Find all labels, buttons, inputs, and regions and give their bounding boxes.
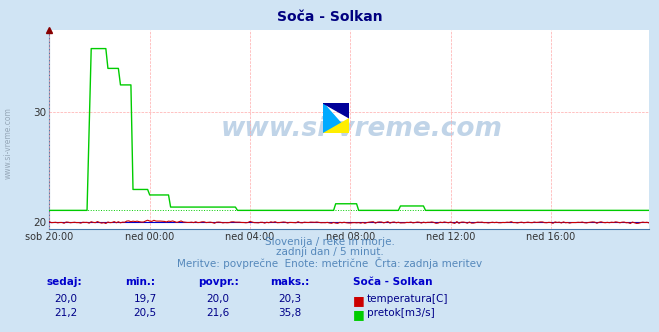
Text: 21,6: 21,6: [206, 308, 229, 318]
Text: pretok[m3/s]: pretok[m3/s]: [367, 308, 435, 318]
Polygon shape: [323, 103, 349, 133]
Text: povpr.:: povpr.:: [198, 277, 239, 287]
Text: www.si-vreme.com: www.si-vreme.com: [3, 107, 13, 179]
Text: 21,2: 21,2: [54, 308, 78, 318]
Text: 20,3: 20,3: [278, 294, 302, 304]
Text: 19,7: 19,7: [133, 294, 157, 304]
Text: Slovenija / reke in morje.: Slovenija / reke in morje.: [264, 237, 395, 247]
Text: ■: ■: [353, 294, 364, 307]
Text: Soča - Solkan: Soča - Solkan: [353, 277, 432, 287]
Polygon shape: [323, 118, 349, 133]
Text: Soča - Solkan: Soča - Solkan: [277, 10, 382, 24]
Text: 20,0: 20,0: [55, 294, 77, 304]
Text: temperatura[C]: temperatura[C]: [367, 294, 449, 304]
Text: zadnji dan / 5 minut.: zadnji dan / 5 minut.: [275, 247, 384, 257]
Text: maks.:: maks.:: [270, 277, 310, 287]
Text: sedaj:: sedaj:: [46, 277, 82, 287]
Text: 20,5: 20,5: [133, 308, 157, 318]
Text: www.si-vreme.com: www.si-vreme.com: [220, 117, 502, 142]
Text: Meritve: povprečne  Enote: metrične  Črta: zadnja meritev: Meritve: povprečne Enote: metrične Črta:…: [177, 257, 482, 269]
Text: min.:: min.:: [125, 277, 156, 287]
Polygon shape: [323, 103, 349, 118]
Text: ■: ■: [353, 308, 364, 321]
Text: 20,0: 20,0: [206, 294, 229, 304]
Text: 35,8: 35,8: [278, 308, 302, 318]
